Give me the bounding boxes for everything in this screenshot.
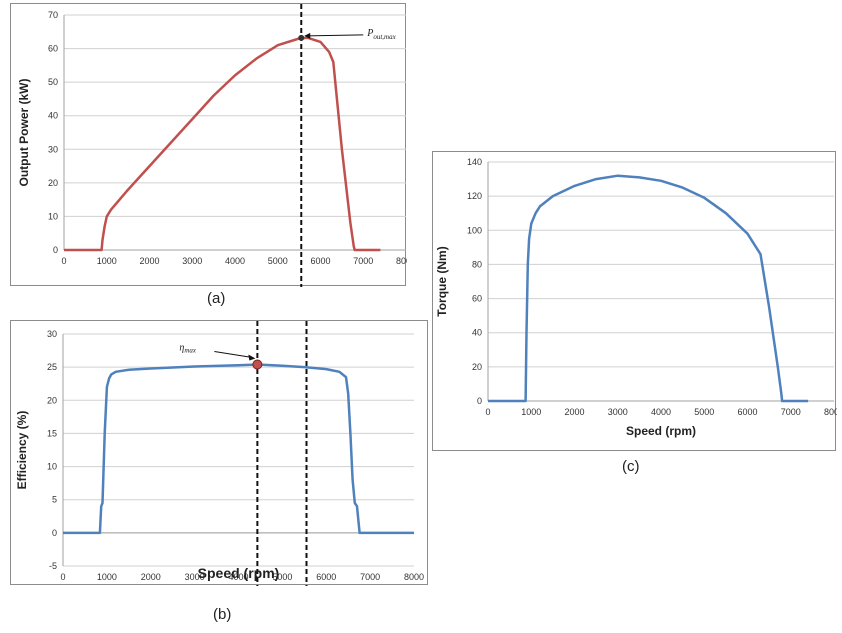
x-tick-label: 2000 <box>564 407 584 417</box>
x-tick-label: 3000 <box>182 256 202 266</box>
y-tick-label: 40 <box>48 111 58 121</box>
annotation-arrow <box>214 350 253 358</box>
y-tick-label: 0 <box>53 245 58 255</box>
y-tick-label: 30 <box>47 329 57 339</box>
chart-panel-c: 0 20 40 60 80 100 120 140 0 1000 2000 3000 4000 5000 6… <box>432 151 837 451</box>
y-tick-label: 120 <box>467 191 482 201</box>
y-tick-label: 60 <box>472 294 482 304</box>
x-tick-label: 3000 <box>608 407 628 417</box>
y-tick-label: 20 <box>48 178 58 188</box>
y-axis-label: Efficiency (%) <box>15 411 29 490</box>
series-line <box>63 363 414 535</box>
y-tick-label: 0 <box>477 396 482 406</box>
x-tick-label: 0 <box>61 256 66 266</box>
x-tick-label: 4000 <box>225 256 245 266</box>
x-tick-label: 1000 <box>521 407 541 417</box>
x-tick-label: 0 <box>485 407 490 417</box>
chart-panel-a: 0 10 20 30 40 50 60 70 0 1000 2000 3000 4000 5000 6000… <box>10 3 407 287</box>
series-line <box>488 174 809 403</box>
y-tick-label: 20 <box>47 395 57 405</box>
x-tick-label: 5000 <box>272 572 292 582</box>
chart-panel-b: -5 0 5 10 15 20 25 30 0 1000 2000 3000 4000 5000 6000 7… <box>10 320 428 586</box>
y-tick-label: -5 <box>49 561 57 571</box>
y-tick-label: 40 <box>472 328 482 338</box>
x-tick-label: 4000 <box>651 407 671 417</box>
x-tick-label: 6000 <box>310 256 330 266</box>
x-tick-label: 8000 <box>396 256 407 266</box>
torque-chart: 0 20 40 60 80 100 120 140 0 1000 2000 3000 4000 5000 6… <box>435 157 837 438</box>
y-tick-label: 140 <box>467 157 482 167</box>
y-tick-label: 80 <box>472 259 482 269</box>
annotation-arrow <box>307 34 364 37</box>
y-axis-label: Torque (Nm) <box>435 246 449 316</box>
y-tick-label: 25 <box>47 362 57 372</box>
y-tick-label: 15 <box>47 428 57 438</box>
y-axis-label: Output Power (kW) <box>17 79 31 187</box>
x-tick-label: 2000 <box>141 572 161 582</box>
y-tick-label: 70 <box>48 10 58 20</box>
y-tick-label: 100 <box>467 225 482 235</box>
x-tick-label: 8000 <box>824 407 837 417</box>
caption-b: (b) <box>213 606 232 623</box>
x-tick-label: 7000 <box>781 407 801 417</box>
x-axis-label: Speed (rpm) <box>198 565 280 581</box>
y-tick-label: 5 <box>52 495 57 505</box>
x-tick-label: 1000 <box>97 572 117 582</box>
caption-a: (a) <box>207 290 226 307</box>
x-tick-label: 5000 <box>694 407 714 417</box>
y-tick-label: 20 <box>472 362 482 372</box>
annotation-label: ηmax <box>179 342 197 354</box>
x-tick-label: 1000 <box>97 256 117 266</box>
output-power-chart: 0 10 20 30 40 50 60 70 0 1000 2000 3000 4000 5000 6000… <box>17 4 407 287</box>
x-tick-label: 3000 <box>185 572 205 582</box>
x-tick-label: 6000 <box>316 572 336 582</box>
y-tick-label: 10 <box>48 211 58 221</box>
annotation-arrowhead <box>248 354 256 361</box>
annotation-point <box>252 359 263 370</box>
x-axis-label: Speed (rpm) <box>626 424 696 438</box>
x-tick-label: 4000 <box>228 572 248 582</box>
caption-c: (c) <box>622 458 640 475</box>
x-tick-label: 8000 <box>404 572 424 582</box>
x-tick-label: 7000 <box>360 572 380 582</box>
y-tick-label: 30 <box>48 144 58 154</box>
annotation-point <box>298 34 305 41</box>
x-tick-label: 2000 <box>139 256 159 266</box>
x-tick-label: 0 <box>60 572 65 582</box>
annotation-label: Pout,max <box>366 28 396 41</box>
x-tick-label: 5000 <box>268 256 288 266</box>
y-tick-label: 10 <box>47 462 57 472</box>
series-line <box>64 36 381 252</box>
y-tick-label: 0 <box>52 528 57 538</box>
x-tick-label: 6000 <box>737 407 757 417</box>
x-tick-label: 7000 <box>353 256 373 266</box>
annotation-arrowhead <box>304 32 311 39</box>
y-tick-label: 60 <box>48 44 58 54</box>
y-tick-label: 50 <box>48 77 58 87</box>
